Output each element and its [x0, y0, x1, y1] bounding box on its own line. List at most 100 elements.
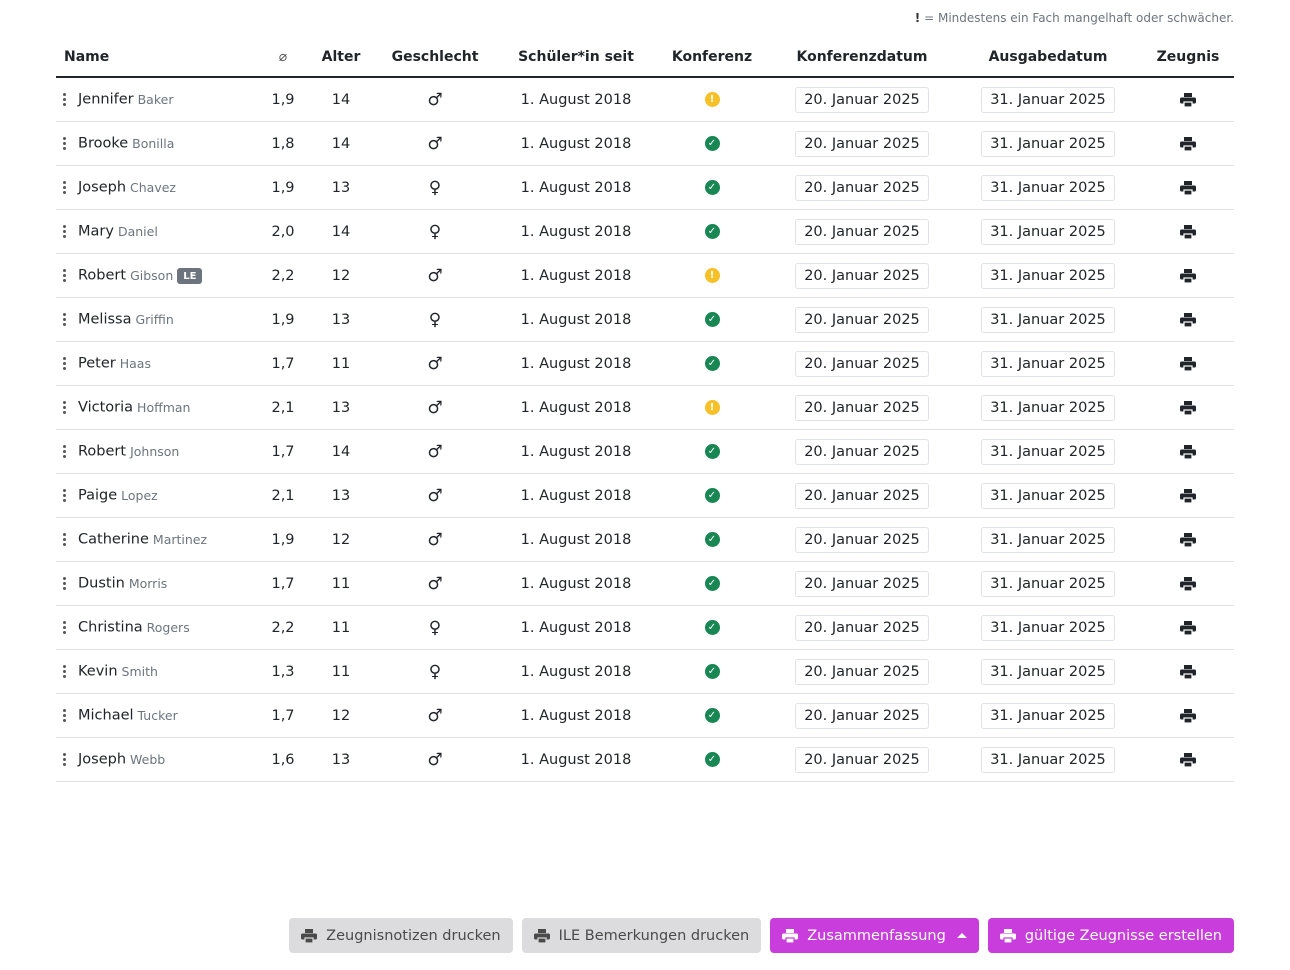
conference-date-field[interactable]: 20. Januar 2025 [795, 658, 929, 685]
issue-date-field[interactable]: 31. Januar 2025 [981, 482, 1115, 509]
print-ile-remarks-button[interactable]: ILE Bemerkungen drucken [521, 918, 762, 953]
more-options-icon[interactable] [57, 751, 72, 768]
student-last-name[interactable]: Rogers [146, 619, 190, 635]
student-first-name[interactable]: Brooke [78, 135, 129, 152]
table-row[interactable]: Robert Johnson 1,7 14 ♂ 1. August 2018 ✓ 20. Ja… [56, 429, 1234, 474]
header-name[interactable]: Name [56, 38, 256, 78]
student-first-name[interactable]: Robert [78, 267, 127, 284]
student-first-name[interactable]: Melissa [78, 311, 132, 328]
issue-date-field[interactable]: 31. Januar 2025 [981, 746, 1115, 773]
student-first-name[interactable]: Kevin [78, 663, 118, 680]
certificate-cell[interactable] [1142, 561, 1234, 606]
issue-date-field[interactable]: 31. Januar 2025 [981, 394, 1115, 421]
issue-date-field[interactable]: 31. Januar 2025 [981, 570, 1115, 597]
header-issue-date[interactable]: Ausgabedatum [954, 38, 1142, 78]
header-average[interactable]: ⌀ [256, 38, 310, 78]
conference-date-field[interactable]: 20. Januar 2025 [795, 482, 929, 509]
issue-date-field[interactable]: 31. Januar 2025 [981, 262, 1115, 289]
table-row[interactable]: Robert Gibson LE 2,2 12 ♂ 1. August 2018! 20. J… [56, 253, 1234, 298]
more-options-icon[interactable] [57, 707, 72, 724]
student-last-name[interactable]: Chavez [130, 179, 176, 195]
student-last-name[interactable]: Daniel [117, 223, 158, 239]
issue-date-field[interactable]: 31. Januar 2025 [981, 438, 1115, 465]
table-row[interactable]: Mary Daniel 2,0 14 ♀ 1. August 2018 ✓ 20. Janua… [56, 209, 1234, 254]
issue-date-field[interactable]: 31. Januar 2025 [981, 526, 1115, 553]
table-row[interactable]: Victoria Hoffman 2,1 13 ♂ 1. August 2018! 20. … [56, 385, 1234, 430]
student-first-name[interactable]: Robert [78, 443, 127, 460]
conference-date-field[interactable]: 20. Januar 2025 [795, 174, 929, 201]
conference-date-field[interactable]: 20. Januar 2025 [795, 306, 929, 333]
header-gender[interactable]: Geschlecht [372, 38, 498, 78]
table-row[interactable]: Jennifer Baker 1,9 14 ♂ 1. August 2018! 20. Ja… [56, 77, 1234, 122]
header-certificate[interactable]: Zeugnis [1142, 38, 1234, 78]
table-row[interactable]: Catherine Martinez 1,9 12 ♂ 1. August 2018 ✓ 20… [56, 517, 1234, 562]
table-row[interactable]: Christina Rogers 2,2 11 ♀ 1. August 2018 ✓ 20. … [56, 605, 1234, 650]
issue-date-field[interactable]: 31. Januar 2025 [981, 614, 1115, 641]
more-options-icon[interactable] [57, 575, 72, 592]
student-first-name[interactable]: Christina [78, 619, 143, 636]
create-certificates-button[interactable]: gültige Zeugnisse erstellen [987, 918, 1234, 953]
certificate-cell[interactable] [1142, 473, 1234, 518]
student-last-name[interactable]: Webb [130, 751, 166, 767]
certificate-cell[interactable] [1142, 297, 1234, 342]
student-last-name[interactable]: Baker [137, 91, 174, 107]
certificate-cell[interactable] [1142, 209, 1234, 254]
more-options-icon[interactable] [57, 663, 72, 680]
issue-date-field[interactable]: 31. Januar 2025 [981, 658, 1115, 685]
more-options-icon[interactable] [57, 311, 72, 328]
student-last-name[interactable]: Hoffman [137, 399, 191, 415]
student-first-name[interactable]: Joseph [78, 751, 127, 768]
student-first-name[interactable]: Dustin [78, 575, 125, 592]
issue-date-field[interactable]: 31. Januar 2025 [981, 702, 1115, 729]
more-options-icon[interactable] [57, 179, 72, 196]
more-options-icon[interactable] [57, 223, 72, 240]
student-first-name[interactable]: Mary [78, 223, 114, 240]
student-last-name[interactable]: Morris [128, 575, 168, 591]
conference-date-field[interactable]: 20. Januar 2025 [795, 570, 929, 597]
table-row[interactable]: Joseph Chavez 1,9 13 ♀ 1. August 2018 ✓ 20. Jan… [56, 165, 1234, 210]
more-options-icon[interactable] [57, 355, 72, 372]
conference-date-field[interactable]: 20. Januar 2025 [795, 614, 929, 641]
issue-date-field[interactable]: 31. Januar 2025 [981, 350, 1115, 377]
table-row[interactable]: Joseph Webb 1,6 13 ♂ 1. August 2018 ✓ 20. Janua… [56, 737, 1234, 782]
issue-date-field[interactable]: 31. Januar 2025 [981, 86, 1115, 113]
table-row[interactable]: Melissa Griffin 1,9 13 ♀ 1. August 2018 ✓ 20. J… [56, 297, 1234, 342]
table-row[interactable]: Peter Haas 1,7 11 ♂ 1. August 2018 ✓ 20. Januar… [56, 341, 1234, 386]
student-first-name[interactable]: Jennifer [78, 91, 134, 108]
table-row[interactable]: Kevin Smith 1,3 11 ♀ 1. August 2018 ✓ 20. Janua… [56, 649, 1234, 694]
student-first-name[interactable]: Joseph [78, 179, 127, 196]
student-first-name[interactable]: Peter [78, 355, 116, 372]
student-first-name[interactable]: Catherine [78, 531, 149, 548]
print-notes-button[interactable]: Zeugnisnotizen drucken [289, 918, 513, 953]
conference-date-field[interactable]: 20. Januar 2025 [795, 262, 929, 289]
issue-date-field[interactable]: 31. Januar 2025 [981, 218, 1115, 245]
student-first-name[interactable]: Michael [78, 707, 134, 724]
header-student-since[interactable]: Schüler*in seit [498, 38, 654, 78]
issue-date-field[interactable]: 31. Januar 2025 [981, 174, 1115, 201]
more-options-icon[interactable] [57, 91, 72, 108]
more-options-icon[interactable] [57, 267, 72, 284]
student-last-name[interactable]: Gibson [130, 267, 174, 283]
conference-date-field[interactable]: 20. Januar 2025 [795, 218, 929, 245]
conference-date-field[interactable]: 20. Januar 2025 [795, 746, 929, 773]
student-last-name[interactable]: Martinez [152, 531, 208, 547]
header-conference[interactable]: Konferenz [654, 38, 770, 78]
conference-date-field[interactable]: 20. Januar 2025 [795, 438, 929, 465]
summary-dropdown-button[interactable]: Zusammenfassung [770, 918, 979, 953]
certificate-cell[interactable] [1142, 517, 1234, 562]
header-age[interactable]: Alter [310, 38, 372, 78]
more-options-icon[interactable] [57, 135, 72, 152]
conference-date-field[interactable]: 20. Januar 2025 [795, 702, 929, 729]
certificate-cell[interactable] [1142, 693, 1234, 738]
certificate-cell[interactable] [1142, 385, 1234, 430]
table-row[interactable]: Dustin Morris 1,7 11 ♂ 1. August 2018 ✓ 20. Jan… [56, 561, 1234, 606]
certificate-cell[interactable] [1142, 429, 1234, 474]
conference-date-field[interactable]: 20. Januar 2025 [795, 350, 929, 377]
more-options-icon[interactable] [57, 619, 72, 636]
table-row[interactable]: Paige Lopez 2,1 13 ♂ 1. August 2018 ✓ 20. Janua… [56, 473, 1234, 518]
student-last-name[interactable]: Smith [121, 663, 158, 679]
certificate-cell[interactable] [1142, 605, 1234, 650]
certificate-cell[interactable] [1142, 165, 1234, 210]
certificate-cell[interactable] [1142, 77, 1234, 122]
more-options-icon[interactable] [57, 443, 72, 460]
